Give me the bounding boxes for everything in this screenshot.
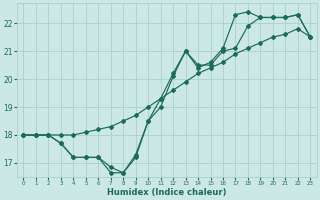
X-axis label: Humidex (Indice chaleur): Humidex (Indice chaleur) [107, 188, 227, 197]
